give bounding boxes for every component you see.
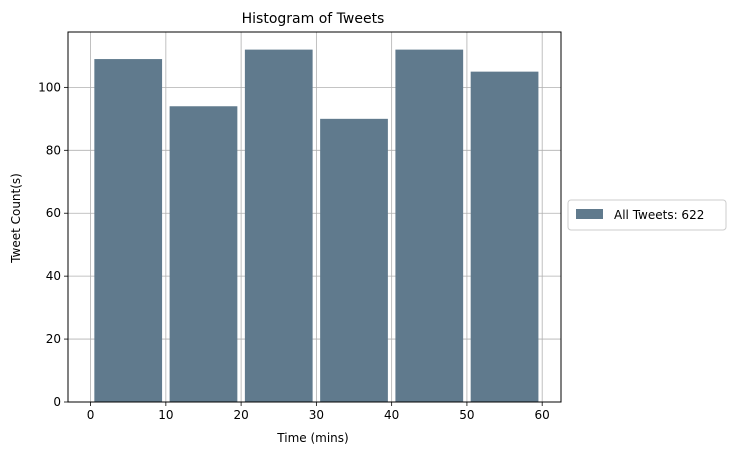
x-axis-label: Time (mins) — [276, 431, 348, 445]
histogram-bar — [244, 49, 313, 402]
y-axis-label: Tweet Count(s) — [9, 173, 23, 264]
y-tick-label: 80 — [46, 143, 61, 157]
legend-swatch — [576, 209, 603, 219]
x-tick-label: 40 — [384, 408, 399, 422]
bars — [94, 49, 539, 403]
x-tick-label: 60 — [535, 408, 550, 422]
y-tick-label: 60 — [46, 206, 61, 220]
y-tick-label: 0 — [53, 395, 61, 409]
legend: All Tweets: 622 — [567, 199, 727, 231]
x-tick-label: 30 — [309, 408, 324, 422]
legend-frame — [567, 199, 727, 231]
plot-frame — [67, 31, 562, 403]
x-axis-ticks: 0 10 20 30 40 50 60 — [87, 402, 550, 422]
histogram-bar — [94, 59, 163, 402]
x-tick-label: 10 — [158, 408, 173, 422]
histogram-bar — [395, 49, 464, 402]
histogram-bar — [320, 118, 388, 402]
legend-label: All Tweets: 622 — [614, 208, 704, 222]
y-axis-ticks: 0 20 40 60 80 100 — [38, 80, 68, 409]
y-tick-label: 40 — [46, 269, 61, 283]
x-tick-label: 0 — [87, 408, 95, 422]
histogram-bar — [169, 106, 238, 402]
y-tick-label: 20 — [46, 332, 61, 346]
histogram-bar — [470, 71, 539, 403]
x-tick-label: 20 — [233, 408, 248, 422]
x-tick-label: 50 — [459, 408, 474, 422]
chart-title: Histogram of Tweets — [242, 11, 385, 27]
y-tick-label: 100 — [38, 80, 61, 94]
